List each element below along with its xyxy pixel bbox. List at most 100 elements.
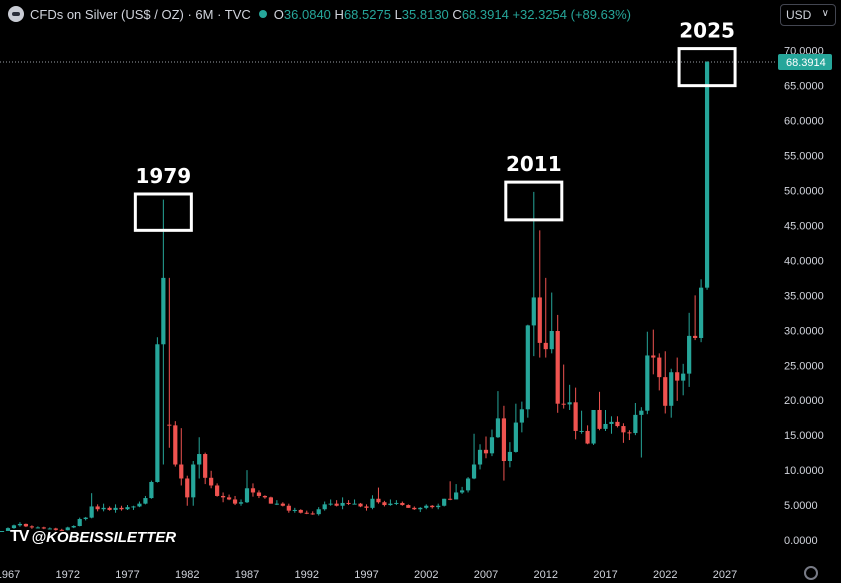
settings-gear-icon[interactable] bbox=[804, 566, 818, 580]
candle-body bbox=[406, 505, 411, 508]
candle-body bbox=[465, 478, 471, 491]
y-tick-label: 35.0000 bbox=[784, 290, 824, 302]
candle-body bbox=[555, 330, 560, 404]
candle-body bbox=[131, 506, 136, 508]
candle-body bbox=[322, 504, 327, 510]
candle-body bbox=[29, 526, 34, 528]
candle-body bbox=[507, 451, 512, 462]
candle-body bbox=[274, 503, 279, 505]
candle-body bbox=[101, 507, 106, 510]
candle-body bbox=[292, 509, 297, 511]
candle-body bbox=[663, 377, 668, 406]
candle-body bbox=[579, 430, 584, 432]
candle-body bbox=[669, 372, 674, 406]
candle-body bbox=[232, 499, 238, 504]
candle-body bbox=[382, 502, 387, 506]
candle-body bbox=[304, 512, 309, 514]
x-tick-label: 2007 bbox=[474, 569, 498, 581]
high-value: 68.5275 bbox=[343, 6, 391, 22]
candle-body bbox=[41, 527, 46, 529]
candle-body bbox=[11, 525, 17, 529]
high-label: H bbox=[334, 6, 344, 22]
candle-body bbox=[0, 530, 5, 532]
candle-body bbox=[286, 505, 291, 511]
candle-body bbox=[107, 507, 112, 510]
candle-body bbox=[226, 497, 232, 500]
annotation-label: 2011 bbox=[506, 152, 562, 176]
candle-body bbox=[489, 437, 495, 454]
candle-body bbox=[250, 488, 256, 493]
candle-body bbox=[460, 490, 465, 493]
annotation-box bbox=[133, 192, 193, 232]
candle-body bbox=[531, 297, 536, 326]
candle-body bbox=[412, 507, 417, 510]
price-axis[interactable]: 0.0000 5.0000 10.0000 15.0000 20.0000 25.0000… bbox=[784, 46, 824, 547]
candle-body bbox=[53, 528, 58, 530]
candle-body bbox=[173, 425, 178, 465]
x-tick-label: 1977 bbox=[115, 569, 139, 581]
watermark-handle: @KOBEISSILETTER bbox=[31, 528, 177, 546]
candle-body bbox=[256, 492, 262, 496]
candle-body bbox=[567, 402, 572, 405]
candle-body bbox=[71, 526, 76, 528]
x-tick-label: 2022 bbox=[653, 569, 677, 581]
y-tick-label: 65.0000 bbox=[784, 81, 824, 93]
change-value: +32.3254 (+89.63%) bbox=[512, 6, 631, 22]
candle-body bbox=[113, 507, 118, 510]
candle-body bbox=[280, 503, 285, 506]
close-label: C bbox=[452, 6, 462, 22]
annotation-box bbox=[677, 47, 737, 88]
candle-body bbox=[699, 287, 704, 338]
low-label: L bbox=[394, 6, 402, 22]
x-tick-label: 1997 bbox=[354, 569, 378, 581]
candle-body bbox=[119, 507, 124, 510]
candle-body bbox=[597, 409, 602, 429]
candle-body bbox=[221, 495, 226, 498]
x-tick-label: 1992 bbox=[295, 569, 319, 581]
candle-body bbox=[627, 432, 632, 434]
y-tick-label: 0.0000 bbox=[784, 535, 818, 547]
candle-body bbox=[573, 402, 578, 431]
x-tick-label: 1972 bbox=[56, 569, 80, 581]
candle-body bbox=[197, 454, 202, 465]
candle-body bbox=[501, 418, 507, 462]
x-tick-label: 2017 bbox=[593, 569, 617, 581]
candle-body bbox=[394, 502, 399, 504]
candle-body bbox=[525, 325, 530, 410]
y-tick-label: 15.0000 bbox=[784, 430, 824, 442]
candle-body bbox=[704, 61, 710, 288]
x-tick-label: 1967 bbox=[0, 569, 20, 581]
candle-body bbox=[83, 517, 88, 520]
symbol-title[interactable]: CFDs on Silver (US$ / OZ) · 6M · TVC bbox=[30, 6, 251, 22]
time-axis[interactable]: 1967 1972 1977 1982 1987 1992 1997 2002 2007 2012… bbox=[0, 569, 737, 581]
candle-body bbox=[639, 410, 644, 415]
candle-body bbox=[215, 485, 220, 496]
watermark: TV @KOBEISSILETTER bbox=[10, 528, 176, 546]
y-tick-label: 60.0000 bbox=[784, 116, 824, 128]
currency-select[interactable]: USD ∨ bbox=[780, 4, 836, 26]
candle-body bbox=[471, 464, 477, 479]
candle-body bbox=[262, 495, 268, 498]
y-tick-label: 40.0000 bbox=[784, 255, 824, 267]
x-tick-label: 2012 bbox=[534, 569, 558, 581]
open-label: O bbox=[273, 6, 284, 22]
candle-body bbox=[185, 478, 190, 498]
y-tick-label: 25.0000 bbox=[784, 360, 824, 372]
candle-body bbox=[448, 498, 453, 500]
x-tick-label: 1982 bbox=[175, 569, 199, 581]
candle-body bbox=[430, 505, 435, 508]
candle-body bbox=[143, 498, 148, 504]
chart-header: CFDs on Silver (US$ / OZ) · 6M · TVC O36… bbox=[8, 6, 631, 22]
candle-body bbox=[645, 355, 650, 411]
candle-body bbox=[316, 509, 321, 515]
ohlc-legend: O36.0840 H68.5275 L35.8130 C68.3914 +32.… bbox=[274, 7, 631, 22]
candles-layer bbox=[0, 60, 710, 532]
candle-body bbox=[5, 528, 11, 531]
annotation-label: 1979 bbox=[136, 164, 192, 188]
candle-body bbox=[388, 503, 393, 506]
open-value: 36.0840 bbox=[283, 6, 331, 22]
y-tick-label: 30.0000 bbox=[784, 325, 824, 337]
candle-body bbox=[125, 507, 130, 510]
annotations-layer: 1979 2011 2025 bbox=[133, 19, 737, 232]
